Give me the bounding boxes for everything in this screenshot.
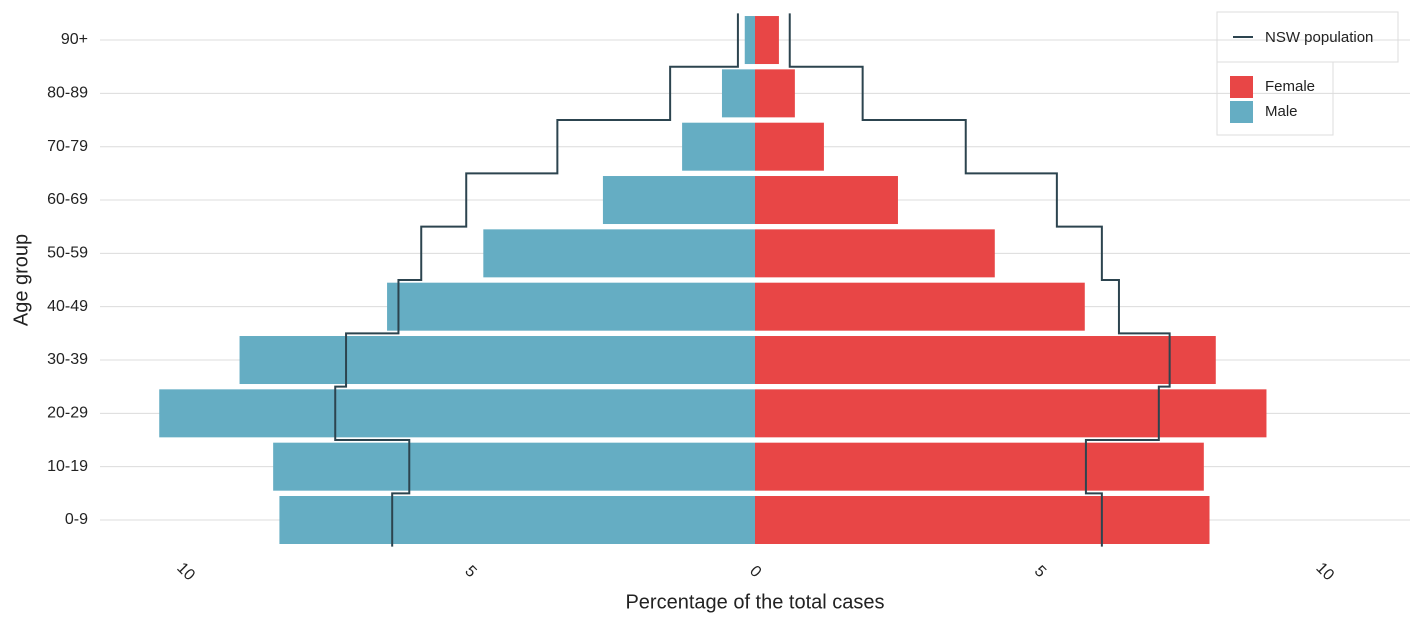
bar — [602, 176, 755, 225]
bar — [755, 336, 1216, 385]
bar — [387, 282, 755, 331]
x-tick-label: 5 — [461, 563, 479, 581]
bar — [755, 442, 1204, 491]
x-tick-label: 0 — [746, 563, 764, 581]
legend-label: NSW population — [1265, 29, 1373, 46]
y-tick-label: 10-19 — [47, 458, 88, 475]
y-tick-label: 50-59 — [47, 245, 88, 262]
bar — [682, 122, 755, 171]
bar — [755, 229, 995, 278]
reference-line — [788, 13, 1171, 547]
bar — [744, 16, 755, 65]
bar — [239, 336, 756, 385]
y-axis-label: Age group — [10, 234, 32, 326]
bar — [159, 389, 755, 438]
y-tick-label: 0-9 — [65, 511, 88, 528]
y-tick-label: 90+ — [61, 31, 88, 48]
legend-box — [1216, 61, 1334, 136]
y-tick-label: 30-39 — [47, 351, 88, 368]
bar — [755, 282, 1085, 331]
bar — [273, 442, 755, 491]
bar — [755, 176, 898, 225]
y-tick-label: 20-29 — [47, 405, 88, 422]
y-tick-label: 40-49 — [47, 298, 88, 315]
bar — [721, 69, 755, 118]
bar — [483, 229, 755, 278]
bar — [755, 496, 1210, 544]
x-tick-label: 5 — [1031, 563, 1049, 581]
y-tick-label: 70-79 — [47, 138, 88, 155]
x-axis-label: Percentage of the total cases — [625, 591, 884, 613]
legend-swatch — [1230, 101, 1253, 123]
bar — [755, 16, 779, 65]
y-tick-label: 80-89 — [47, 85, 88, 102]
y-tick-label: 60-69 — [47, 191, 88, 208]
legend-swatch — [1230, 76, 1253, 98]
x-tick-label: 10 — [173, 559, 198, 584]
bar — [755, 122, 824, 171]
bar — [755, 69, 795, 118]
legend-label: Female — [1265, 78, 1315, 95]
x-tick-label: 10 — [1312, 559, 1337, 584]
reference-line — [334, 13, 739, 547]
bar — [279, 496, 755, 544]
bar — [755, 389, 1267, 438]
legend-label: Male — [1265, 103, 1298, 120]
